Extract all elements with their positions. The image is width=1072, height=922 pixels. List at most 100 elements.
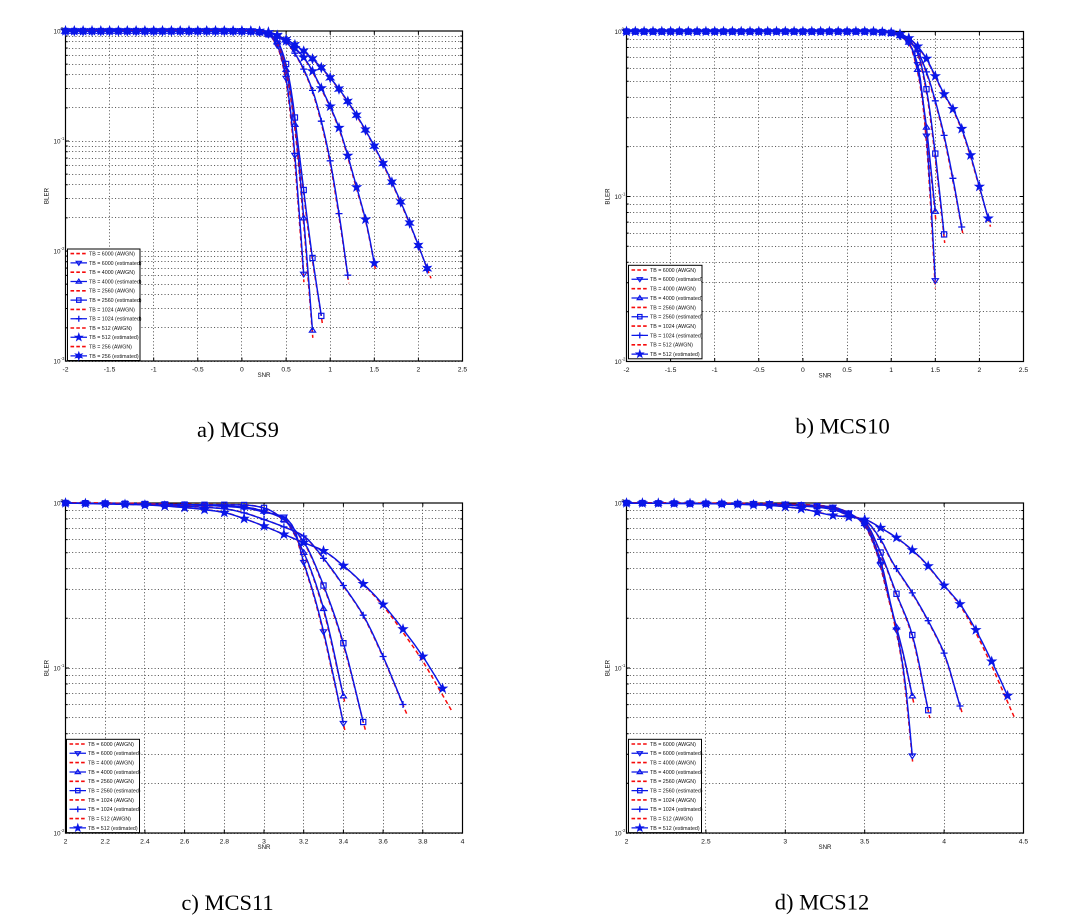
svg-text:-2: -2 [623,367,629,374]
svg-text:SNR: SNR [257,844,271,851]
svg-text:TB = 2560 (AWGN): TB = 2560 (AWGN) [89,289,135,295]
svg-text:TB = 1024 (AWGN): TB = 1024 (AWGN) [89,307,135,313]
svg-text:1: 1 [328,367,332,374]
svg-text:TB = 4000 (AWGN): TB = 4000 (AWGN) [89,270,135,276]
svg-text:TB = 1024 (AWGN): TB = 1024 (AWGN) [650,324,696,330]
svg-text:TB = 512 (AWGN): TB = 512 (AWGN) [89,326,132,332]
svg-text:2.5: 2.5 [1019,367,1029,374]
svg-text:10-1: 10-1 [54,663,66,672]
svg-text:TB = 1024 (AWGN): TB = 1024 (AWGN) [88,798,134,804]
svg-text:SNR: SNR [818,844,832,851]
svg-text:-2: -2 [62,367,68,374]
svg-text:10-2: 10-2 [54,246,66,255]
svg-text:0: 0 [801,367,805,374]
svg-text:0.5: 0.5 [281,367,291,374]
svg-text:TB = 4000 (AWGN): TB = 4000 (AWGN) [88,761,134,767]
svg-text:TB = 1024 (estimated): TB = 1024 (estimated) [650,333,703,339]
svg-text:BLER: BLER [605,659,612,676]
svg-text:TB = 2560 (estimated): TB = 2560 (estimated) [650,789,703,795]
svg-text:4: 4 [461,839,465,846]
svg-text:3: 3 [783,839,787,846]
svg-text:BLER: BLER [44,187,51,204]
svg-text:-1: -1 [151,367,157,374]
svg-text:10-1: 10-1 [54,136,66,145]
svg-text:a) MCS9: a) MCS9 [197,417,279,442]
svg-text:BLER: BLER [605,188,612,205]
svg-text:-0.5: -0.5 [753,367,765,374]
svg-text:SNR: SNR [257,372,271,379]
svg-text:-1: -1 [712,367,718,374]
svg-text:TB = 6000 (AWGN): TB = 6000 (AWGN) [88,742,134,748]
svg-text:2.5: 2.5 [701,839,711,846]
svg-text:BLER: BLER [44,659,51,676]
svg-text:2: 2 [978,367,982,374]
svg-text:TB = 6000 (AWGN): TB = 6000 (AWGN) [650,268,696,274]
svg-text:2: 2 [417,367,421,374]
svg-text:TB = 512 (AWGN): TB = 512 (AWGN) [650,817,693,823]
svg-text:TB = 512 (estimated): TB = 512 (estimated) [650,826,700,832]
svg-text:10-3: 10-3 [54,356,66,365]
svg-text:TB = 2560 (AWGN): TB = 2560 (AWGN) [650,779,696,785]
svg-text:TB = 512 (estimated): TB = 512 (estimated) [650,352,700,358]
svg-text:0: 0 [240,367,244,374]
svg-text:-1.5: -1.5 [104,367,116,374]
svg-text:TB = 6000 (estimated): TB = 6000 (estimated) [650,751,703,757]
svg-text:TB = 2560 (estimated): TB = 2560 (estimated) [89,298,142,304]
svg-text:10-1: 10-1 [615,663,627,672]
svg-text:TB = 1024 (estimated): TB = 1024 (estimated) [650,807,703,813]
svg-text:4.5: 4.5 [1019,839,1029,846]
svg-text:-0.5: -0.5 [192,367,204,374]
svg-text:100: 100 [54,498,64,507]
svg-text:SNR: SNR [818,372,832,379]
svg-text:10-1: 10-1 [615,192,627,201]
svg-text:3.2: 3.2 [299,839,309,846]
svg-text:b) MCS10: b) MCS10 [795,414,889,439]
svg-text:3.5: 3.5 [860,839,870,846]
svg-text:TB = 2560 (AWGN): TB = 2560 (AWGN) [650,305,696,311]
svg-text:TB = 1024 (estimated): TB = 1024 (estimated) [89,317,142,323]
svg-text:1.5: 1.5 [931,367,941,374]
svg-text:1: 1 [889,367,893,374]
svg-text:2: 2 [625,839,629,846]
svg-text:TB = 4000 (estimated): TB = 4000 (estimated) [650,770,703,776]
svg-text:c) MCS11: c) MCS11 [181,890,273,915]
svg-text:2.8: 2.8 [220,839,230,846]
svg-text:TB = 4000 (AWGN): TB = 4000 (AWGN) [650,761,696,767]
svg-text:TB = 2560 (AWGN): TB = 2560 (AWGN) [88,779,134,785]
svg-text:2.2: 2.2 [100,839,110,846]
svg-text:TB = 256 (estimated): TB = 256 (estimated) [89,354,139,360]
svg-text:TB = 512 (estimated): TB = 512 (estimated) [89,335,139,341]
svg-text:TB = 1024 (estimated): TB = 1024 (estimated) [88,807,141,813]
svg-text:2.5: 2.5 [458,367,468,374]
svg-text:3.8: 3.8 [418,839,428,846]
svg-text:TB = 6000 (estimated): TB = 6000 (estimated) [650,277,703,283]
svg-text:10-2: 10-2 [615,357,627,366]
svg-text:4: 4 [942,839,946,846]
svg-text:3.4: 3.4 [339,839,349,846]
svg-text:3: 3 [262,839,266,846]
svg-text:2: 2 [64,839,68,846]
svg-text:TB = 4000 (estimated): TB = 4000 (estimated) [88,770,141,776]
svg-text:TB = 2560 (estimated): TB = 2560 (estimated) [650,315,703,321]
svg-text:10-2: 10-2 [54,828,66,837]
svg-text:TB = 6000 (AWGN): TB = 6000 (AWGN) [89,252,135,258]
svg-text:TB = 4000 (AWGN): TB = 4000 (AWGN) [650,287,696,293]
svg-text:TB = 6000 (AWGN): TB = 6000 (AWGN) [650,742,696,748]
svg-text:TB = 6000 (estimated): TB = 6000 (estimated) [88,751,141,757]
svg-text:d) MCS12: d) MCS12 [775,890,869,915]
svg-text:10-2: 10-2 [615,828,627,837]
svg-text:100: 100 [54,26,64,35]
svg-text:1.5: 1.5 [370,367,380,374]
svg-text:TB = 4000 (estimated): TB = 4000 (estimated) [89,279,142,285]
svg-text:TB = 512 (AWGN): TB = 512 (AWGN) [88,817,131,823]
svg-text:2.6: 2.6 [180,839,190,846]
svg-text:TB = 512 (AWGN): TB = 512 (AWGN) [650,343,693,349]
svg-text:TB = 512 (estimated): TB = 512 (estimated) [88,826,138,832]
svg-text:3.6: 3.6 [378,839,388,846]
svg-text:0.5: 0.5 [842,367,852,374]
svg-text:100: 100 [615,27,625,36]
svg-text:TB = 1024 (AWGN): TB = 1024 (AWGN) [650,798,696,804]
svg-text:TB = 4000 (estimated): TB = 4000 (estimated) [650,296,703,302]
svg-text:100: 100 [615,498,625,507]
svg-text:2.4: 2.4 [140,839,150,846]
